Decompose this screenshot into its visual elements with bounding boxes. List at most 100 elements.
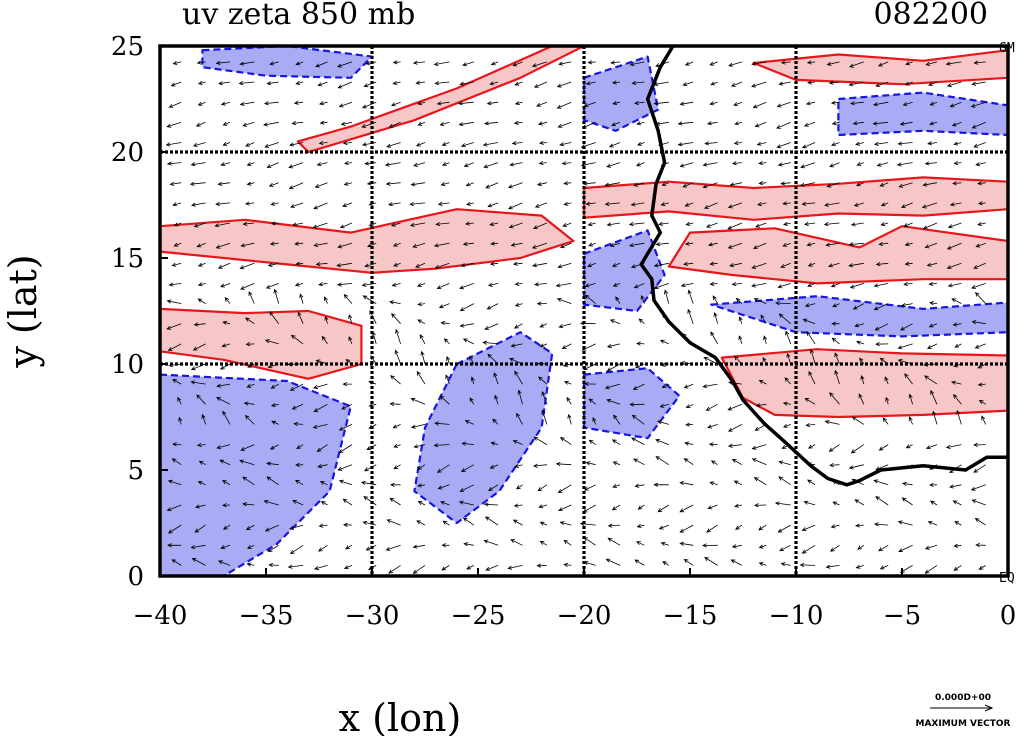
wind-vector-449 [592,417,597,425]
wind-vector-131 [289,544,304,555]
wind-vector-858 [978,565,986,570]
wind-vector-672 [776,121,791,129]
wind-vector-296 [446,355,451,365]
wind-vector-334 [458,121,474,127]
wind-vector-241 [392,424,401,429]
wind-vector-571 [684,61,694,66]
wind-vector-64 [222,320,231,325]
wind-vector-234 [388,565,401,574]
wind-vector-368 [515,484,523,490]
wind-vector-279 [410,182,426,187]
wind-vector-402 [539,323,548,328]
wind-vector-662 [778,313,791,325]
wind-vector-164 [313,403,328,412]
wind-vector-801 [897,141,913,146]
wind-vector-176 [316,162,328,167]
wind-vector-206 [337,81,353,89]
wind-vector-405 [532,262,547,268]
wind-vector-868 [977,363,986,369]
wind-vector-165 [313,383,328,390]
wind-vector-863 [973,464,986,473]
wind-vector-490 [611,121,621,127]
wind-vector-551 [683,458,694,466]
wind-vector-668 [782,201,791,206]
wind-vector-30 [197,481,206,486]
wind-vector-627 [754,503,767,508]
wind-vector-658 [782,401,791,406]
wind-vector-442 [583,561,596,566]
x-tick-label-6: −10 [769,601,824,631]
wind-vector-68 [215,242,231,249]
wind-vector-693 [804,221,816,227]
wind-vector-150 [288,162,304,169]
wind-vector-632 [755,403,767,408]
wind-vector-115 [264,339,279,345]
wind-vector-267 [410,424,426,429]
wind-vector-263 [417,501,426,506]
wind-vector-703 [829,544,840,552]
y-tick-label-1: 5 [127,456,144,486]
wind-vector-480 [609,319,621,325]
wind-vector-182 [343,565,353,570]
wind-vector-793 [900,302,913,308]
wind-vector-295 [445,374,450,385]
wind-vector-646 [754,121,767,128]
wind-vector-525 [655,456,670,466]
wind-vector-687 [806,331,816,345]
wind-vector-803 [902,101,913,106]
wind-vector-320 [469,397,475,405]
wind-vector-66 [220,283,231,288]
wind-vector-250 [392,242,401,247]
wind-vector-512 [630,202,645,207]
wind-vector-204 [340,121,352,126]
wind-vector-179 [318,101,328,106]
wind-vector-753 [848,61,864,68]
wind-vector-143 [299,293,304,304]
wind-vector-89 [245,342,255,347]
wind-vector-353 [489,261,499,266]
wind-vector-394 [537,484,548,492]
wind-vector-341 [483,502,499,507]
wind-vector-707 [829,463,840,468]
wind-vector-734 [850,444,865,454]
wind-vector-755 [878,544,889,552]
wind-vector-849 [947,222,962,229]
wind-vector-281 [415,142,426,147]
wind-vector-838 [945,444,962,449]
wind-vector-856 [946,81,962,88]
wind-vector-355 [489,221,499,227]
wind-vector-741 [852,303,864,310]
wind-vector-721 [826,182,840,188]
wind-vector-776 [872,121,889,126]
wind-vector-505 [636,341,645,346]
wind-vector-119 [267,262,279,267]
wind-vector-277 [409,222,426,227]
wind-vector-35 [190,380,206,385]
wind-vector-820 [928,281,938,286]
wind-vector-777 [872,101,889,107]
wind-vector-735 [851,416,865,425]
wind-vector-257 [390,101,401,107]
wind-vector-550 [679,481,694,486]
y-axis-title: y (lat) [1,254,45,368]
wind-vector-479 [606,343,621,349]
wind-vector-302 [433,242,450,248]
wind-vector-666 [782,242,791,247]
wind-vector-788 [908,393,913,405]
wind-vector-346 [494,394,499,405]
wind-vector-172 [313,242,328,247]
wind-vector-151 [289,142,304,147]
wind-vector-90 [245,317,255,325]
wind-vector-595 [709,101,718,106]
positive-region-6 [752,49,1008,86]
wind-vector-864 [973,442,986,447]
wind-vector-196 [336,282,352,287]
wind-vector-691 [807,262,816,267]
wind-vector-594 [706,121,718,126]
wind-vector-25 [172,60,182,65]
wind-vector-636 [760,314,767,324]
wind-vector-715 [832,303,840,308]
wind-vector-347 [493,372,499,385]
wind-vector-500 [631,437,645,445]
y-tick-label-0: 0 [127,562,144,592]
